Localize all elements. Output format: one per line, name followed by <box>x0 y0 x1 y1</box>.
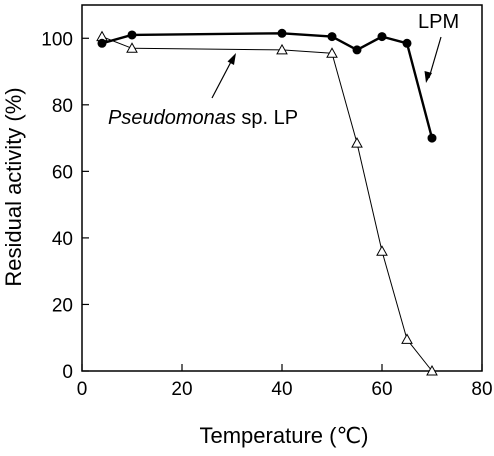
annotation-lpm-arrowhead <box>424 71 432 83</box>
y-tick-label: 20 <box>52 295 73 316</box>
data-point-pseudomonas <box>376 245 388 256</box>
y-axis-label: Residual activity (%) <box>1 87 26 286</box>
data-point-lpm <box>97 38 107 48</box>
y-tick-label: 60 <box>52 162 73 183</box>
data-point-pseudomonas <box>426 364 438 376</box>
data-point-lpm <box>352 45 362 55</box>
series-line-pseudomonas <box>101 36 433 372</box>
x-tick-label: 60 <box>371 379 392 400</box>
data-point-lpm <box>402 38 412 48</box>
x-axis-label: Temperature (℃) <box>200 423 369 448</box>
data-point-lpm <box>277 28 287 38</box>
series-lines <box>101 32 434 372</box>
tick-labels: 0 20 40 60 80 0 20 40 60 80 100 <box>41 29 492 400</box>
y-tick-label: 0 <box>62 362 73 383</box>
y-tick-label: 80 <box>52 96 73 117</box>
data-point-pseudomonas <box>276 43 288 55</box>
data-point-pseudomonas <box>126 42 138 53</box>
data-point-pseudomonas <box>401 333 413 344</box>
annotation-pseudomonas-arrowhead <box>227 53 236 65</box>
y-tick-label: 100 <box>41 29 73 50</box>
annotations: LPM Pseudomonas sp. LP <box>108 11 459 129</box>
data-point-pseudomonas <box>326 47 338 58</box>
data-point-lpm <box>377 32 387 42</box>
plot-frame <box>81 4 483 372</box>
x-tick-label: 40 <box>271 379 292 400</box>
annotation-pseudomonas-rest: sp. LP <box>236 107 298 129</box>
x-tick-label: 80 <box>471 379 492 400</box>
data-point-lpm <box>127 30 137 40</box>
plot-area-border <box>81 4 483 372</box>
series-markers <box>96 28 438 376</box>
annotation-pseudomonas-arrow-shaft <box>211 57 234 99</box>
x-tick-label: 0 <box>77 379 88 400</box>
annotation-pseudomonas-label: Pseudomonas sp. LP <box>108 107 298 129</box>
x-tick-label: 20 <box>171 379 192 400</box>
data-point-lpm <box>427 133 437 143</box>
annotation-pseudomonas-italic: Pseudomonas <box>108 107 236 129</box>
data-point-pseudomonas <box>351 137 363 148</box>
axis-ticks <box>81 37 483 372</box>
annotation-lpm-label: LPM <box>418 11 459 33</box>
y-tick-label: 40 <box>52 229 73 250</box>
data-point-lpm <box>327 32 337 42</box>
annotation-lpm-arrow-shaft <box>428 36 442 79</box>
